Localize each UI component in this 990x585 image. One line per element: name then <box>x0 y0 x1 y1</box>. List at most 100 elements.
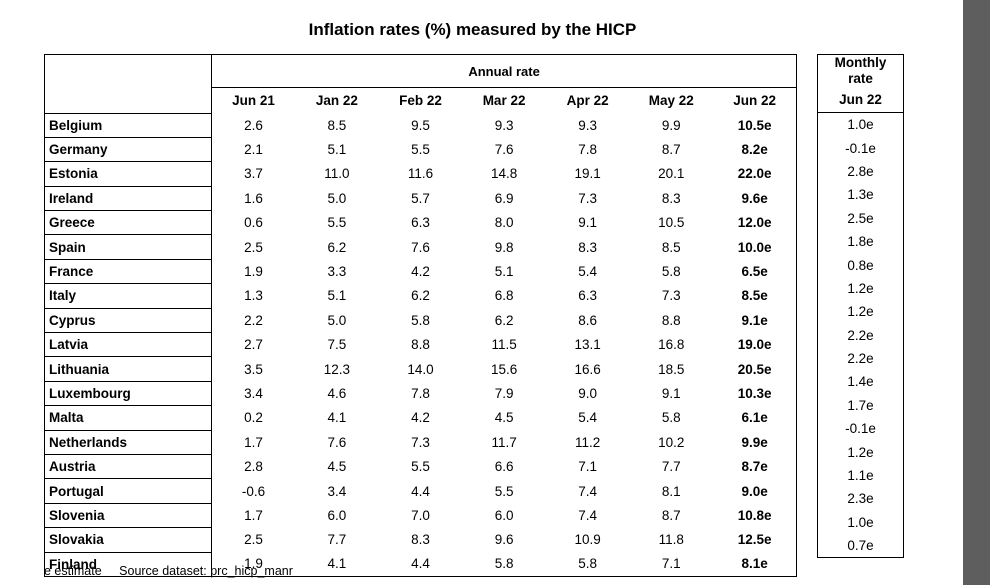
table-row: -0.1e <box>817 136 904 160</box>
rate-cell: 8.0 <box>494 215 514 231</box>
rate-cell: 8.5 <box>661 239 681 255</box>
vertical-scrollbar[interactable] <box>963 0 990 585</box>
rate-cell: 11.7 <box>491 434 517 450</box>
rate-cell: 8.3 <box>411 532 430 548</box>
rate-cell: 9.8 <box>494 239 514 255</box>
table-row: Luxembourg 3.4 4.6 7.8 7.9 9.0 9.1 10.3e <box>44 380 798 406</box>
country-name: Luxembourg <box>44 380 212 406</box>
rate-cell: 9.1 <box>661 385 681 401</box>
country-name: Netherlands <box>44 429 212 455</box>
rate-cell: 10.9 <box>574 532 601 548</box>
rate-cell: 6.0 <box>494 507 514 523</box>
rate-cell: 4.4 <box>411 483 430 499</box>
column-header: Apr 22 <box>545 87 630 113</box>
rate-cell: -0.6 <box>241 483 266 499</box>
rate-cell: 5.5 <box>411 459 430 475</box>
rate-cell: 12.3 <box>323 361 351 377</box>
table-row: Portugal -0.6 3.4 4.4 5.5 7.4 8.1 9.0e <box>44 478 798 504</box>
rate-cell: 5.5 <box>327 215 347 231</box>
rate-cell: 5.4 <box>578 264 598 280</box>
rate-cell: 8.1 <box>661 483 681 499</box>
monthly-rate-cell: 1.1e <box>817 463 904 488</box>
rate-cell: 1.9 <box>211 552 296 577</box>
table-row: 1.7e <box>817 393 904 418</box>
table-row: 1.4e <box>817 370 904 394</box>
rate-cell: 10.3e <box>713 381 798 406</box>
rate-cell: 8.7 <box>661 507 681 523</box>
rate-cell: 4.5 <box>327 459 347 475</box>
rate-cell: 7.6 <box>494 142 514 158</box>
rate-cell: 5.8 <box>462 552 546 577</box>
table-row: 1.2e <box>817 300 904 324</box>
rate-cell: 19.1 <box>574 166 601 182</box>
country-name: Portugal <box>44 478 212 504</box>
annual-rate-header: Annual rate <box>210 54 798 88</box>
rate-cell: 4.2 <box>411 264 430 280</box>
rate-cell: 3.4 <box>327 483 347 499</box>
table-row: Austria 2.8 4.5 5.5 6.6 7.1 7.7 8.7e <box>44 453 798 479</box>
rate-cell: 7.5 <box>327 337 347 353</box>
rate-cell: 4.5 <box>494 410 514 426</box>
rate-cell: 2.1 <box>244 142 263 158</box>
table-row: Estonia 3.7 11.0 11.6 14.8 19.1 20.1 22.0e <box>44 161 798 187</box>
rate-cell: 7.7 <box>327 532 347 548</box>
table-row: 2.2e <box>817 346 904 371</box>
table-row: Ireland 1.6 5.0 5.7 6.9 7.3 8.3 9.6e <box>44 185 798 211</box>
monthly-rate-cell: 1.8e <box>817 229 904 254</box>
country-name: Austria <box>44 453 212 479</box>
rate-cell: 8.6 <box>578 312 598 328</box>
column-header: Mar 22 <box>462 87 546 113</box>
rate-cell: 5.1 <box>327 142 347 158</box>
country-name: Belgium <box>44 112 212 138</box>
country-name: Lithuania <box>44 356 212 382</box>
rate-cell: 4.6 <box>327 385 347 401</box>
rate-cell: 3.4 <box>244 385 263 401</box>
rate-cell: 9.6 <box>494 532 514 548</box>
rate-cell: 9.3 <box>494 117 514 133</box>
rate-cell: 14.8 <box>490 166 518 182</box>
monthly-rate-cell: 0.8e <box>817 253 904 277</box>
rate-cell: 9.9 <box>661 117 681 133</box>
monthly-rate-cell: 2.2e <box>817 323 904 347</box>
rate-cell: 20.5e <box>713 356 798 382</box>
rate-cell: 6.2 <box>494 312 514 328</box>
rate-cell: 3.7 <box>244 166 263 182</box>
rate-cell: 16.8 <box>658 337 685 353</box>
rate-cell: 7.3 <box>578 190 598 206</box>
rate-cell: 6.3 <box>411 215 430 231</box>
rate-cell: 7.6 <box>327 434 347 450</box>
country-name: Latvia <box>44 332 212 357</box>
corner-cell <box>44 54 212 88</box>
rate-cell: 7.7 <box>661 459 681 475</box>
rate-cell: 12.5e <box>713 527 798 553</box>
table-row: 1.1e <box>817 463 904 488</box>
rate-cell: 7.3 <box>661 288 681 304</box>
rate-cell: 12.0e <box>713 210 798 235</box>
rate-cell: 10.5e <box>713 113 798 138</box>
monthly-rate-cell: 2.5e <box>817 206 904 230</box>
rate-cell: 9.6e <box>713 186 798 211</box>
rate-cell: 11.0 <box>324 166 350 182</box>
monthly-rate-cell: 2.8e <box>817 159 904 184</box>
table-row: 1.0e <box>817 112 904 137</box>
rate-cell: 7.4 <box>578 507 598 523</box>
rate-cell: 5.7 <box>411 190 430 206</box>
table-row: Malta 0.2 4.1 4.2 4.5 5.4 5.8 6.1e <box>44 405 798 431</box>
rate-cell: 6.9 <box>494 190 514 206</box>
rate-cell: 1.9 <box>244 264 263 280</box>
rate-cell: 1.3 <box>244 288 263 304</box>
table-row: Cyprus 2.2 5.0 5.8 6.2 8.6 8.8 9.1e <box>44 307 798 333</box>
rate-cell: 6.0 <box>327 507 347 523</box>
rate-cell: 5.0 <box>327 312 347 328</box>
rate-cell: 6.8 <box>494 288 514 304</box>
monthly-rate-cell: 1.2e <box>817 300 904 324</box>
rate-cell: 11.2 <box>575 434 601 450</box>
column-header: Jan 22 <box>295 87 379 113</box>
rate-cell: 7.4 <box>578 483 598 499</box>
rate-cell: 7.1 <box>629 552 714 577</box>
table-row: Finland 1.9 4.1 4.4 5.8 5.8 7.1 8.1e <box>44 551 798 577</box>
rate-cell: 8.1e <box>713 552 798 577</box>
rate-cell: 3.5 <box>244 361 263 377</box>
table-row: 0.7e <box>817 534 904 559</box>
source-dataset-link[interactable]: prc_hicp_manr <box>210 564 293 578</box>
